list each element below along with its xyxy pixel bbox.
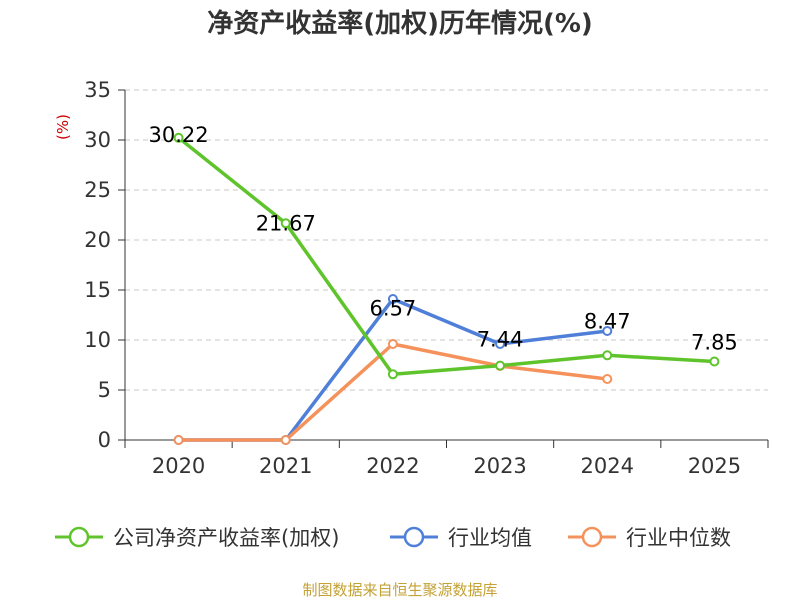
- data-point: [387, 369, 398, 380]
- data-point: [173, 435, 184, 445]
- legend: 公司净资产收益率(加权) 行业均值 行业中位数: [55, 526, 731, 550]
- y-tick-label: 20: [84, 228, 111, 252]
- series-line-2: [178, 342, 608, 442]
- legend-label: 行业均值: [448, 526, 532, 550]
- y-tick-label: 35: [84, 78, 111, 102]
- source-note: 制图数据来自恒生聚源数据库: [302, 581, 497, 599]
- data-point: [173, 132, 184, 143]
- gridlines: [125, 89, 768, 391]
- data-labels: 30.22 21.67 6.57 7.44 8.47 7.85: [149, 123, 738, 355]
- data-label: 7.85: [691, 331, 738, 355]
- data-label: 30.22: [149, 123, 209, 147]
- x-tick-label: 2021: [259, 454, 312, 478]
- legend-label: 行业中位数: [626, 526, 731, 550]
- data-point: [280, 435, 291, 445]
- legend-label: 公司净资产收益率(加权): [113, 526, 339, 550]
- data-label: 8.47: [584, 309, 631, 333]
- series-line-0: [177, 136, 715, 377]
- data-point: [602, 326, 613, 336]
- legend-swatch-marker: [581, 526, 603, 548]
- data-label: 21.67: [256, 211, 316, 235]
- legend-item[interactable]: 行业中位数: [568, 526, 731, 550]
- y-tick-label: 30: [84, 128, 111, 152]
- legend-swatch-marker: [403, 526, 425, 548]
- x-tick-label: 2020: [152, 454, 205, 478]
- x-tick-label: 2025: [688, 454, 741, 478]
- x-tick-label: 2022: [366, 454, 419, 478]
- y-tick-label: 10: [84, 328, 111, 352]
- legend-item[interactable]: 行业均值: [390, 526, 532, 550]
- x-tick-label: 2024: [581, 454, 634, 478]
- data-point: [280, 218, 291, 229]
- data-point: [495, 360, 506, 371]
- y-tick-label: 15: [84, 278, 111, 302]
- y-tick-label: 25: [84, 178, 111, 202]
- data-point: [602, 350, 613, 361]
- legend-swatch-marker: [68, 526, 90, 548]
- y-tick-label: 0: [98, 428, 111, 452]
- y-tick-label: 5: [98, 378, 111, 402]
- chart-title: 净资产收益率(加权)历年情况(%): [207, 8, 593, 39]
- y-axis-label: (%): [54, 114, 72, 140]
- data-label: 7.44: [477, 328, 524, 352]
- x-tick-label: 2023: [473, 454, 526, 478]
- data-point: [495, 339, 506, 349]
- legend-item[interactable]: 公司净资产收益率(加权): [55, 526, 339, 550]
- data-point: [387, 339, 398, 349]
- series-points: [173, 132, 720, 445]
- data-point: [709, 356, 720, 367]
- series-lines: [177, 136, 715, 442]
- data-point: [602, 374, 613, 384]
- data-point: [387, 294, 398, 304]
- data-label: 6.57: [370, 296, 417, 320]
